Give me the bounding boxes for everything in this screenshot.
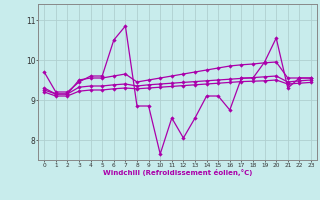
- X-axis label: Windchill (Refroidissement éolien,°C): Windchill (Refroidissement éolien,°C): [103, 169, 252, 176]
